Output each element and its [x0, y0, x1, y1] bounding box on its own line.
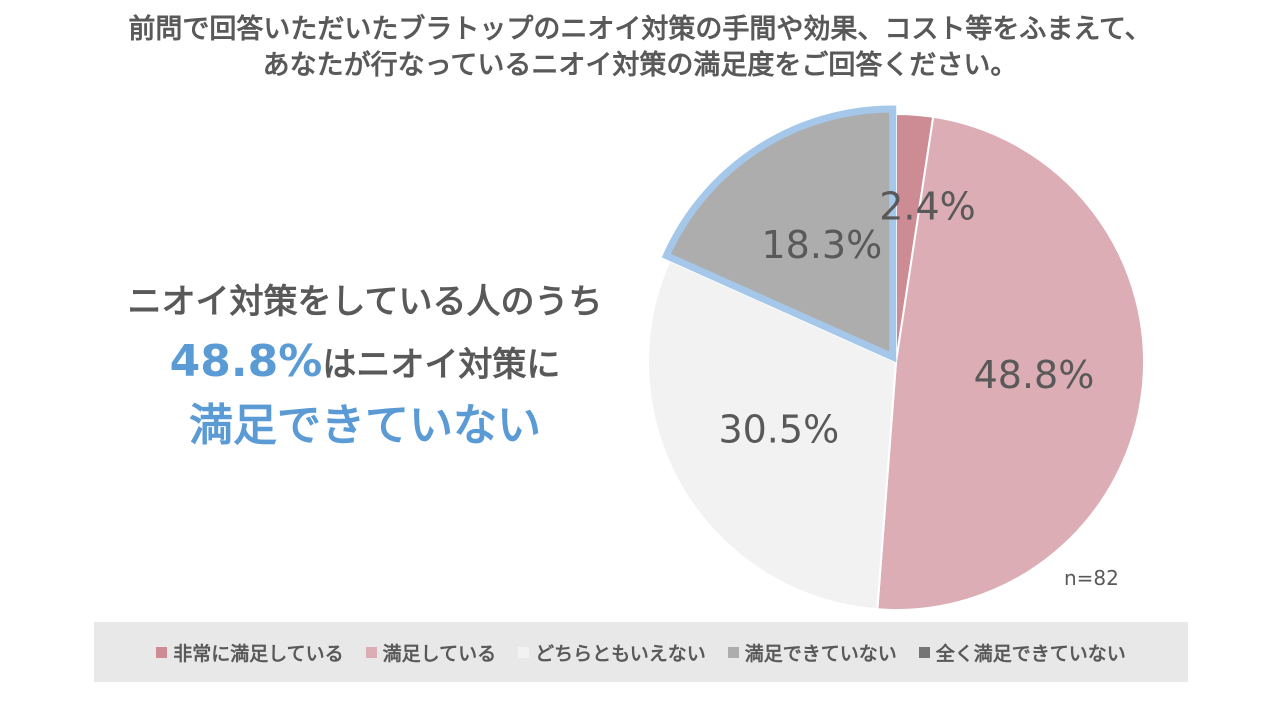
legend-swatch — [365, 646, 377, 658]
chart-title: 前問で回答いただいたブラトップのニオイ対策の手間や効果、コスト等をふまえて、 あ… — [0, 12, 1280, 84]
legend-item-5: 全く満足できていない — [918, 639, 1126, 666]
legend-label: 非常に満足している — [173, 642, 344, 665]
callout-highlight-percent: 48.8% — [169, 336, 323, 387]
callout-text: ニオイ対策をしている人のうち 48.8%はニオイ対策に 満足できていない — [60, 272, 670, 457]
legend-item-3: どちらともいえない — [518, 639, 706, 666]
callout-line-2-rest: はニオイ対策に — [322, 345, 561, 385]
legend-label: 満足できていない — [744, 642, 897, 665]
callout-line-2: 48.8%はニオイ対策に — [60, 332, 670, 395]
slice-value-label-3: 30.5% — [718, 407, 839, 451]
legend-item-4: 満足できていない — [727, 639, 897, 666]
callout-line-1: ニオイ対策をしている人のうち — [127, 282, 603, 322]
pie-slice-2 — [876, 115, 1145, 611]
sample-size-label: n=82 — [1064, 566, 1119, 590]
legend-swatch — [156, 646, 168, 658]
legend-label: 全く満足できていない — [935, 642, 1126, 665]
slice-value-label-1: 2.4% — [879, 184, 976, 228]
pie-slice-3 — [647, 259, 898, 611]
legend-label: 満足している — [382, 642, 497, 665]
legend-label: どちらともいえない — [535, 642, 706, 665]
legend-item-2: 満足している — [365, 639, 497, 666]
chart-legend: 非常に満足している 満足している どちらともいえない 満足できていない 全く満足できてい… — [94, 622, 1188, 682]
callout-line-3: 満足できていない — [189, 400, 541, 451]
slice-value-label-4: 18.3% — [761, 223, 882, 267]
legend-swatch — [518, 646, 530, 658]
legend-swatch — [727, 646, 739, 658]
slice-value-label-2: 48.8% — [974, 353, 1095, 397]
highlight-outline — [661, 105, 897, 363]
legend-item-1: 非常に満足している — [156, 639, 344, 666]
title-line-1: 前問で回答いただいたブラトップのニオイ対策の手間や効果、コスト等をふまえて、 — [128, 14, 1152, 45]
title-line-2: あなたが行なっているニオイ対策の満足度をご回答ください。 — [262, 50, 1018, 81]
legend-swatch — [918, 646, 930, 658]
